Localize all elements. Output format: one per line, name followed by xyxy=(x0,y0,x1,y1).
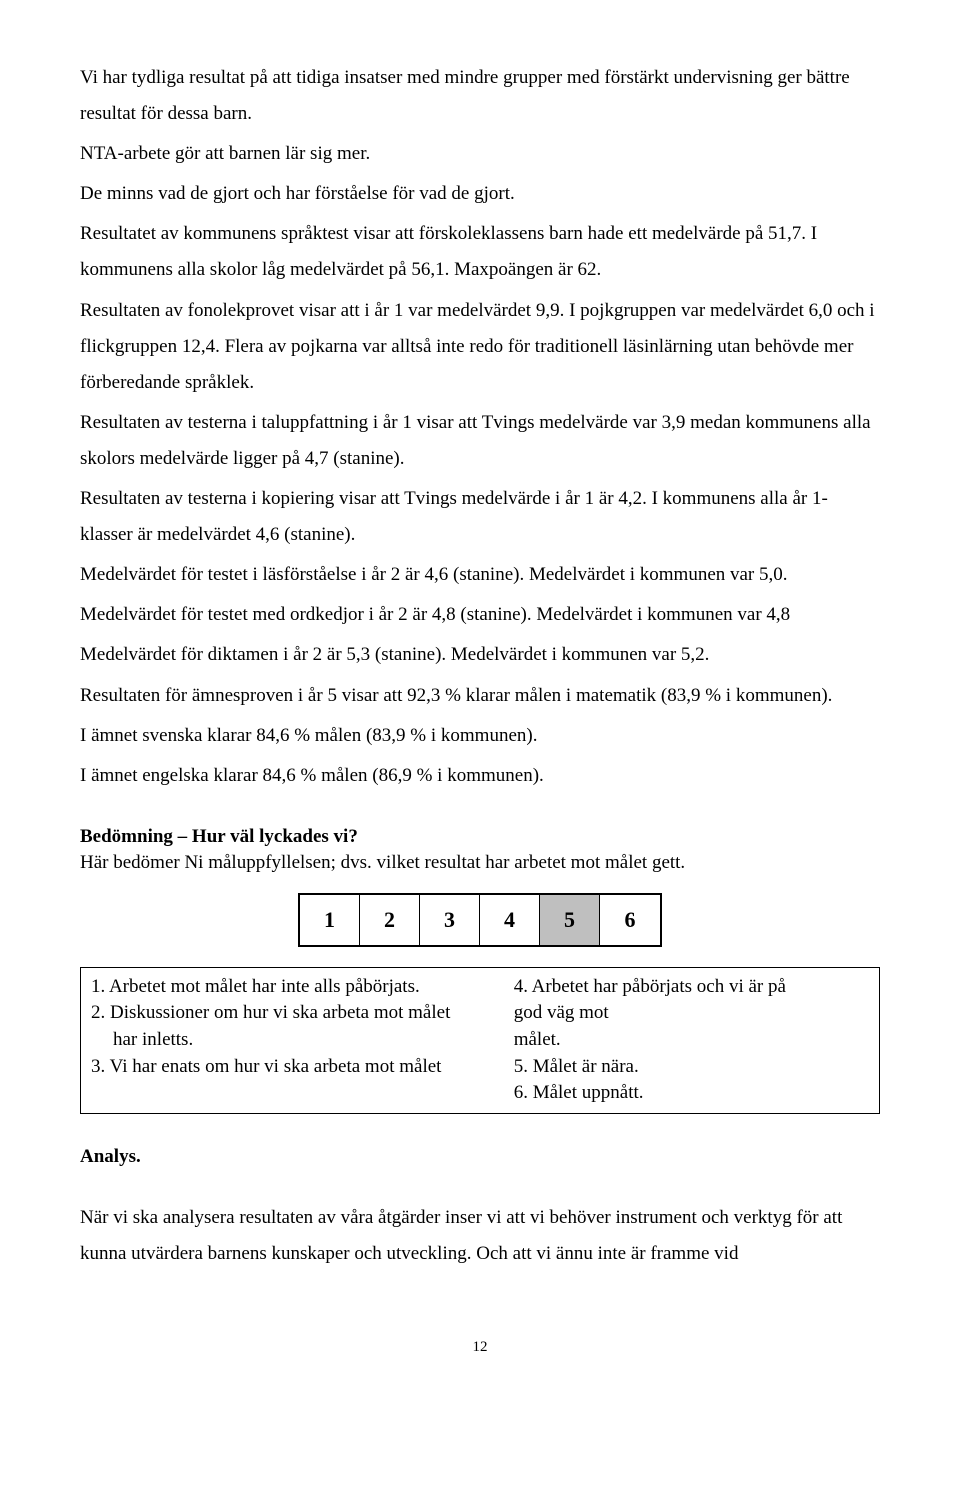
legend-item-2-line1: 2. Diskussioner om hur vi ska arbeta mot… xyxy=(91,1000,484,1027)
paragraph: Resultaten av testerna i taluppfattning … xyxy=(80,405,880,477)
rating-scale: 123456 xyxy=(298,893,662,947)
legend-item-6: 6. Målet uppnått. xyxy=(514,1080,869,1107)
legend-item-5: 5. Målet är nära. xyxy=(514,1054,869,1081)
legend-item-2-line2: har inletts. xyxy=(91,1027,484,1054)
rating-legend: 1. Arbetet mot målet har inte alls påbör… xyxy=(80,967,880,1114)
paragraph: NTA-arbete gör att barnen lär sig mer. xyxy=(80,136,880,172)
page-number: 12 xyxy=(80,1333,880,1362)
paragraph: De minns vad de gjort och har förståelse… xyxy=(80,176,880,212)
rating-cell-5-selected: 5 xyxy=(540,895,600,945)
rating-cell-3: 3 xyxy=(420,895,480,945)
paragraph: Medelvärdet för testet i läsförståelse i… xyxy=(80,557,880,593)
legend-right-column: 4. Arbetet har påbörjats och vi är på go… xyxy=(514,974,869,1107)
body-text-block: Vi har tydliga resultat på att tidiga in… xyxy=(80,60,880,794)
paragraph: Resultaten för ämnesproven i år 5 visar … xyxy=(80,678,880,714)
paragraph: I ämnet engelska klarar 84,6 % målen (86… xyxy=(80,758,880,794)
analysis-heading: Analys. xyxy=(80,1144,880,1171)
legend-item-4-line2: god väg mot xyxy=(514,1000,869,1027)
paragraph: Resultatet av kommunens språktest visar … xyxy=(80,216,880,288)
paragraph: I ämnet svenska klarar 84,6 % målen (83,… xyxy=(80,718,880,754)
rating-cell-2: 2 xyxy=(360,895,420,945)
paragraph: Medelvärdet för diktamen i år 2 är 5,3 (… xyxy=(80,637,880,673)
rating-cell-1: 1 xyxy=(300,895,360,945)
legend-item-4-line1: 4. Arbetet har påbörjats och vi är på xyxy=(514,974,869,1001)
rating-cell-4: 4 xyxy=(480,895,540,945)
legend-item-4-line3: målet. xyxy=(514,1027,869,1054)
assessment-subtext: Här bedömer Ni måluppfyllelsen; dvs. vil… xyxy=(80,850,880,877)
analysis-paragraph: När vi ska analysera resultaten av våra … xyxy=(80,1200,880,1272)
legend-item-3: 3. Vi har enats om hur vi ska arbeta mot… xyxy=(91,1054,484,1081)
paragraph: Resultaten av testerna i kopiering visar… xyxy=(80,481,880,553)
legend-left-column: 1. Arbetet mot målet har inte alls påbör… xyxy=(91,974,484,1107)
paragraph: Vi har tydliga resultat på att tidiga in… xyxy=(80,60,880,132)
paragraph: Resultaten av fonolekprovet visar att i … xyxy=(80,293,880,401)
assessment-heading: Bedömning – Hur väl lyckades vi? xyxy=(80,824,880,851)
legend-item-1: 1. Arbetet mot målet har inte alls påbör… xyxy=(91,974,484,1001)
paragraph: Medelvärdet för testet med ordkedjor i å… xyxy=(80,597,880,633)
rating-cell-6: 6 xyxy=(600,895,660,945)
